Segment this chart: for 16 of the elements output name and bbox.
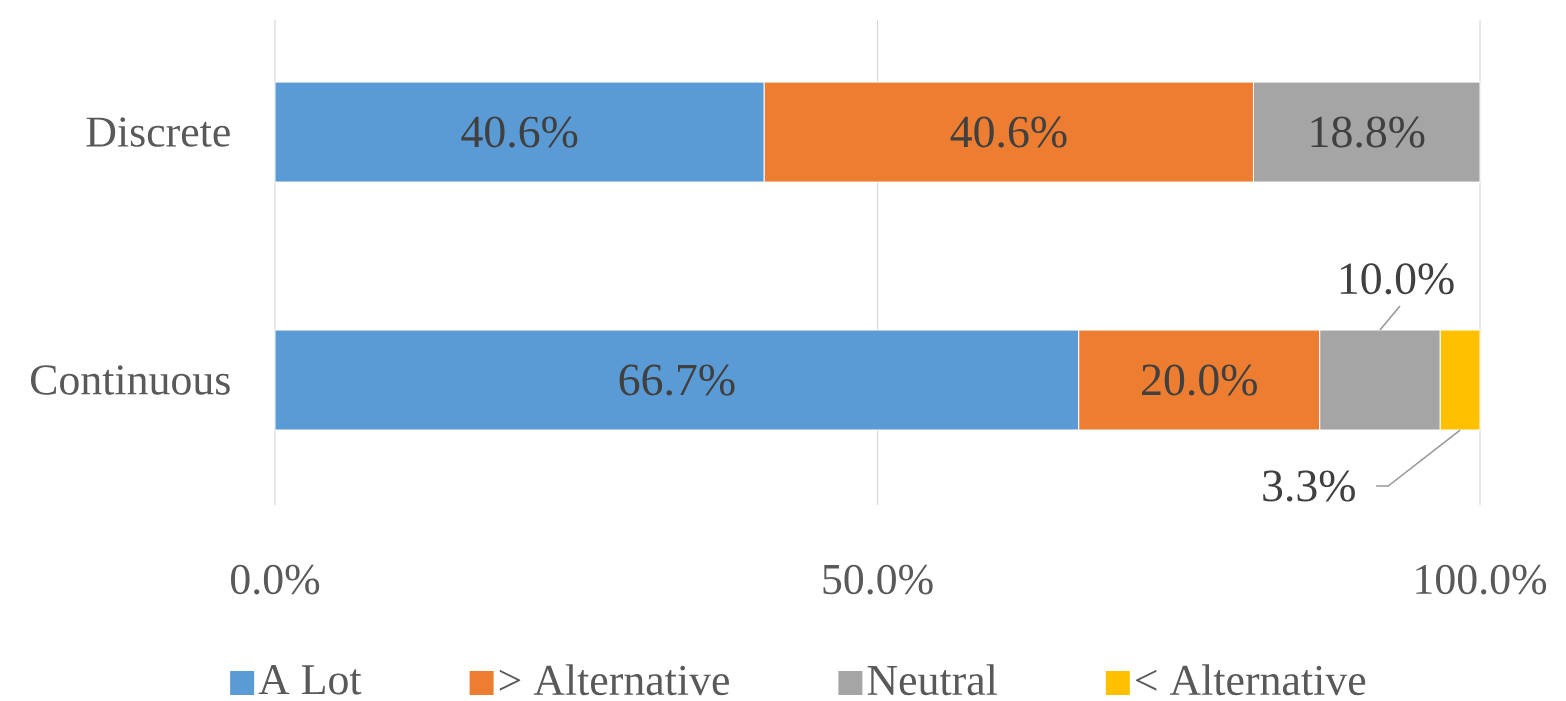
data-label: 40.6%: [950, 116, 1067, 148]
x-tick-label: 100.0%: [1416, 564, 1547, 595]
data-label: 3.3%: [1263, 470, 1355, 502]
y-tick-label: Continuous: [30, 365, 230, 395]
data-label: 40.6%: [461, 116, 578, 148]
data-label: 10.0%: [1340, 263, 1454, 295]
y-tick-label: Discrete: [86, 117, 230, 147]
data-label: 20.0%: [1142, 364, 1257, 396]
data-label: 66.7%: [619, 364, 735, 396]
legend-label: < Alternative: [1135, 664, 1366, 696]
x-tick-label: 50.0%: [823, 564, 933, 595]
x-tick-label: 0.0%: [231, 564, 320, 595]
legend-label: > Alternative: [499, 664, 729, 696]
legend-label: Neutral: [867, 664, 997, 696]
data-label: 18.8%: [1311, 116, 1425, 148]
legend-label: A Lot: [258, 665, 362, 695]
